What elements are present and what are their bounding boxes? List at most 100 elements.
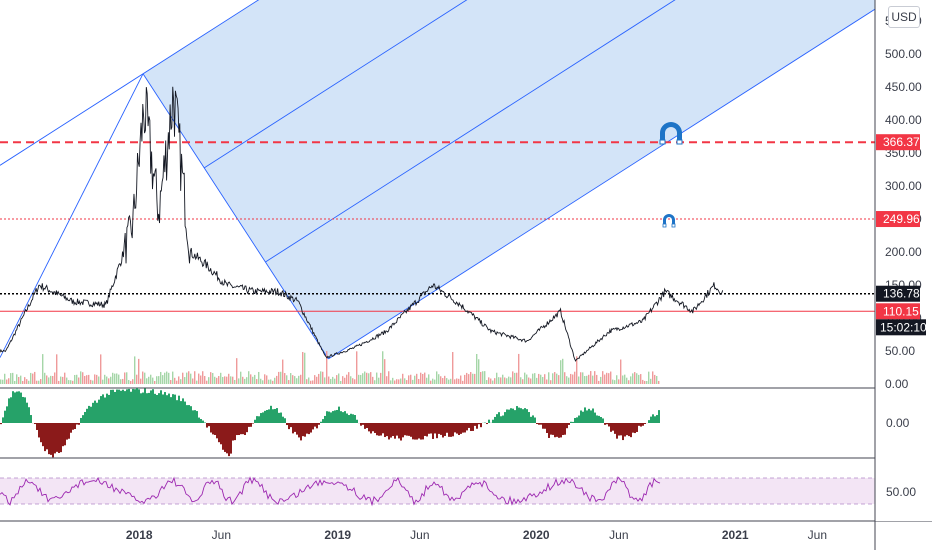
- volume-bar: [548, 372, 550, 384]
- volume-bar: [406, 380, 408, 384]
- time-tick-label: 2018: [126, 528, 153, 542]
- macd-bar: [48, 423, 50, 455]
- macd-bar: [410, 423, 412, 437]
- volume-bar: [370, 372, 372, 384]
- macd-bar: [6, 406, 8, 423]
- macd-bar: [428, 423, 430, 434]
- volume-bar: [612, 379, 614, 384]
- macd-bar: [492, 419, 494, 423]
- volume-bar: [0, 379, 2, 384]
- volume-bar: [236, 358, 238, 384]
- macd-bar: [570, 421, 572, 423]
- macd-bar: [574, 417, 576, 423]
- horizontal-lines[interactable]: [0, 141, 875, 312]
- volume-bar: [242, 376, 244, 384]
- macd-bar: [218, 423, 220, 443]
- macd-bar: [350, 413, 352, 423]
- macd-bar: [496, 414, 498, 423]
- macd-bar: [124, 391, 126, 423]
- volume-bar: [12, 372, 14, 384]
- volume-bar: [186, 372, 188, 384]
- volume-bar: [482, 371, 484, 384]
- macd-bar: [398, 423, 400, 439]
- volume-bar: [350, 376, 352, 384]
- macd-bar: [338, 406, 340, 423]
- macd-bar: [310, 423, 312, 433]
- currency-button[interactable]: USD: [888, 6, 920, 28]
- macd-bar: [268, 409, 270, 423]
- macd-bar: [368, 423, 370, 432]
- volume-bar: [474, 373, 476, 384]
- volume-bar: [362, 373, 364, 384]
- macd-bar: [472, 423, 474, 431]
- volume-bar: [528, 377, 530, 384]
- volume-bar: [558, 375, 560, 384]
- macd-bar: [36, 423, 38, 430]
- macd-bar: [170, 397, 172, 423]
- macd-bar: [450, 423, 452, 437]
- volume-bar: [590, 371, 592, 384]
- price-tick-label: 500.00: [885, 47, 922, 61]
- macd-bar: [530, 416, 532, 423]
- volume-bar: [306, 379, 308, 384]
- volume-bar: [460, 375, 462, 384]
- macd-bar: [216, 423, 218, 439]
- macd-bar: [546, 423, 548, 433]
- volume-bar: [126, 372, 128, 384]
- magnet-icon-small[interactable]: [662, 214, 676, 228]
- volume-bar: [176, 380, 178, 384]
- volume-bar: [396, 379, 398, 384]
- volume-bar: [112, 372, 114, 384]
- macd-bar: [342, 412, 344, 423]
- macd-bar: [560, 423, 562, 438]
- macd-bar: [28, 407, 30, 423]
- volume-bar: [358, 374, 360, 384]
- volume-bar: [120, 379, 122, 384]
- macd-bar: [18, 391, 20, 423]
- macd-bar: [442, 423, 444, 438]
- macd-bar: [122, 389, 124, 423]
- price-tag: [876, 285, 920, 302]
- volume-bar: [624, 374, 626, 384]
- volume-bar: [214, 376, 216, 384]
- price-scale[interactable]: [875, 0, 932, 521]
- volume-bar: [458, 378, 460, 384]
- macd-bar: [158, 393, 160, 423]
- macd-bar: [532, 415, 534, 423]
- volume-bar: [146, 378, 148, 384]
- macd-bar: [622, 423, 624, 441]
- macd-bar: [194, 410, 196, 423]
- volume-bar: [34, 371, 36, 384]
- magnet-icon-large[interactable]: [659, 122, 683, 145]
- macd-bar: [120, 390, 122, 423]
- macd-bar: [604, 423, 606, 425]
- volume-bar: [282, 359, 284, 384]
- volume-bar: [654, 374, 656, 384]
- volume-bar: [570, 373, 572, 384]
- volume-bar: [398, 379, 400, 384]
- macd-bar: [62, 423, 64, 447]
- macd-bar: [248, 423, 250, 427]
- volume-bar: [658, 380, 660, 384]
- volume-bar: [450, 378, 452, 384]
- volume-bar: [122, 378, 124, 384]
- macd-bar: [52, 423, 54, 458]
- macd-bar: [106, 393, 108, 423]
- volume-bar: [74, 374, 76, 384]
- volume-bar: [592, 375, 594, 384]
- volume-bar: [348, 372, 350, 384]
- volume-bar: [24, 377, 26, 384]
- macd-bar: [316, 423, 318, 429]
- volume-bar: [302, 351, 304, 384]
- time-axis[interactable]: 2018 Jun 2019 Jun 2020 Jun 2021 Jun: [126, 528, 827, 542]
- macd-histogram: [0, 388, 660, 458]
- volume-bar: [388, 371, 390, 384]
- volume-bar: [100, 354, 102, 384]
- macd-bar: [534, 417, 536, 423]
- volume-bar: [656, 375, 658, 384]
- macd-bar: [644, 423, 646, 424]
- volume-bar: [644, 380, 646, 384]
- macd-bar: [650, 416, 652, 423]
- macd-bar: [94, 400, 96, 423]
